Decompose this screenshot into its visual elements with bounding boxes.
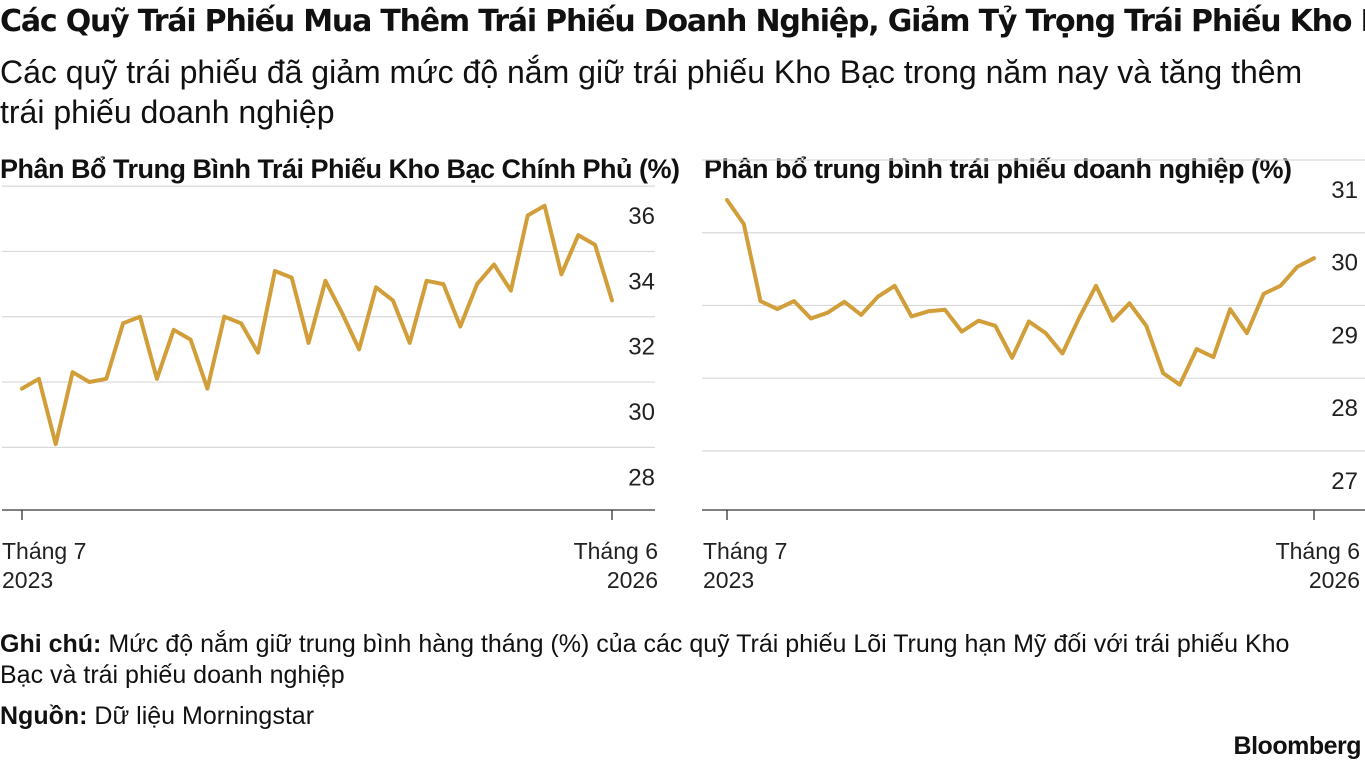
source-text: Dữ liệu Morningstar: [94, 702, 315, 730]
treasury-x-end-month: Tháng 6: [573, 538, 658, 564]
corporate-x-end-label: Tháng 6 2026: [1258, 537, 1360, 595]
corporate-x-end-month: Tháng 6: [1275, 538, 1360, 564]
treasury-x-start-month: Tháng 7: [2, 538, 87, 564]
corporate-x-start-label: Tháng 7 2023: [703, 537, 787, 595]
footnote-label: Ghi chú:: [0, 630, 102, 658]
corporate-y-tick-label: 27: [1331, 468, 1358, 495]
footnote: Ghi chú: Mức độ nắm giữ trung bình hàng …: [0, 629, 1290, 691]
treasury-allocation-chart: 28 30 32 34 36: [2, 185, 655, 520]
chart-title: Các Quỹ Trái Phiếu Mua Thêm Trái Phiếu D…: [0, 4, 1365, 39]
treasury-y-tick-label: 30: [628, 399, 655, 426]
footnote-text: Mức độ nắm giữ trung bình hàng tháng (%)…: [0, 630, 1290, 689]
bloomberg-logo: Bloomberg: [1233, 732, 1362, 760]
chart-subtitle: Các quỹ trái phiếu đã giảm mức độ nắm gi…: [0, 54, 1303, 130]
corporate-series-line: [725, 198, 1316, 387]
corporate-x-start-month: Tháng 7: [703, 538, 788, 564]
corporate-x-end-year: 2026: [1308, 567, 1360, 593]
treasury-series-line: [20, 203, 614, 447]
treasury-x-end-label: Tháng 6 2026: [556, 537, 658, 595]
corporate-x-start-year: 2023: [703, 567, 755, 593]
corporate-y-tick-label: 29: [1331, 322, 1358, 349]
treasury-y-tick-label: 28: [628, 464, 655, 491]
source-label: Nguồn:: [0, 702, 88, 730]
treasury-y-tick-label: 36: [628, 203, 655, 230]
corporate-y-tick-label: 30: [1331, 250, 1358, 277]
treasury-y-tick-label: 32: [628, 334, 655, 361]
corporate-y-tick-label: 28: [1331, 395, 1358, 422]
treasury-x-start-label: Tháng 7 2023: [2, 537, 86, 595]
treasury-x-end-year: 2026: [606, 567, 658, 593]
corporate-allocation-chart: 27 28 29 30 31: [702, 159, 1365, 520]
corporate-panel-title: Phân bổ trung bình trái phiếu doanh nghi…: [704, 154, 1292, 184]
treasury-panel-title: Phân Bổ Trung Bình Trái Phiếu Kho Bạc Ch…: [0, 154, 680, 184]
treasury-y-tick-label: 34: [628, 268, 655, 295]
corporate-y-tick-label: 31: [1331, 177, 1358, 204]
source-note: Nguồn: Dữ liệu Morningstar: [0, 701, 314, 732]
treasury-x-start-year: 2023: [2, 567, 54, 593]
